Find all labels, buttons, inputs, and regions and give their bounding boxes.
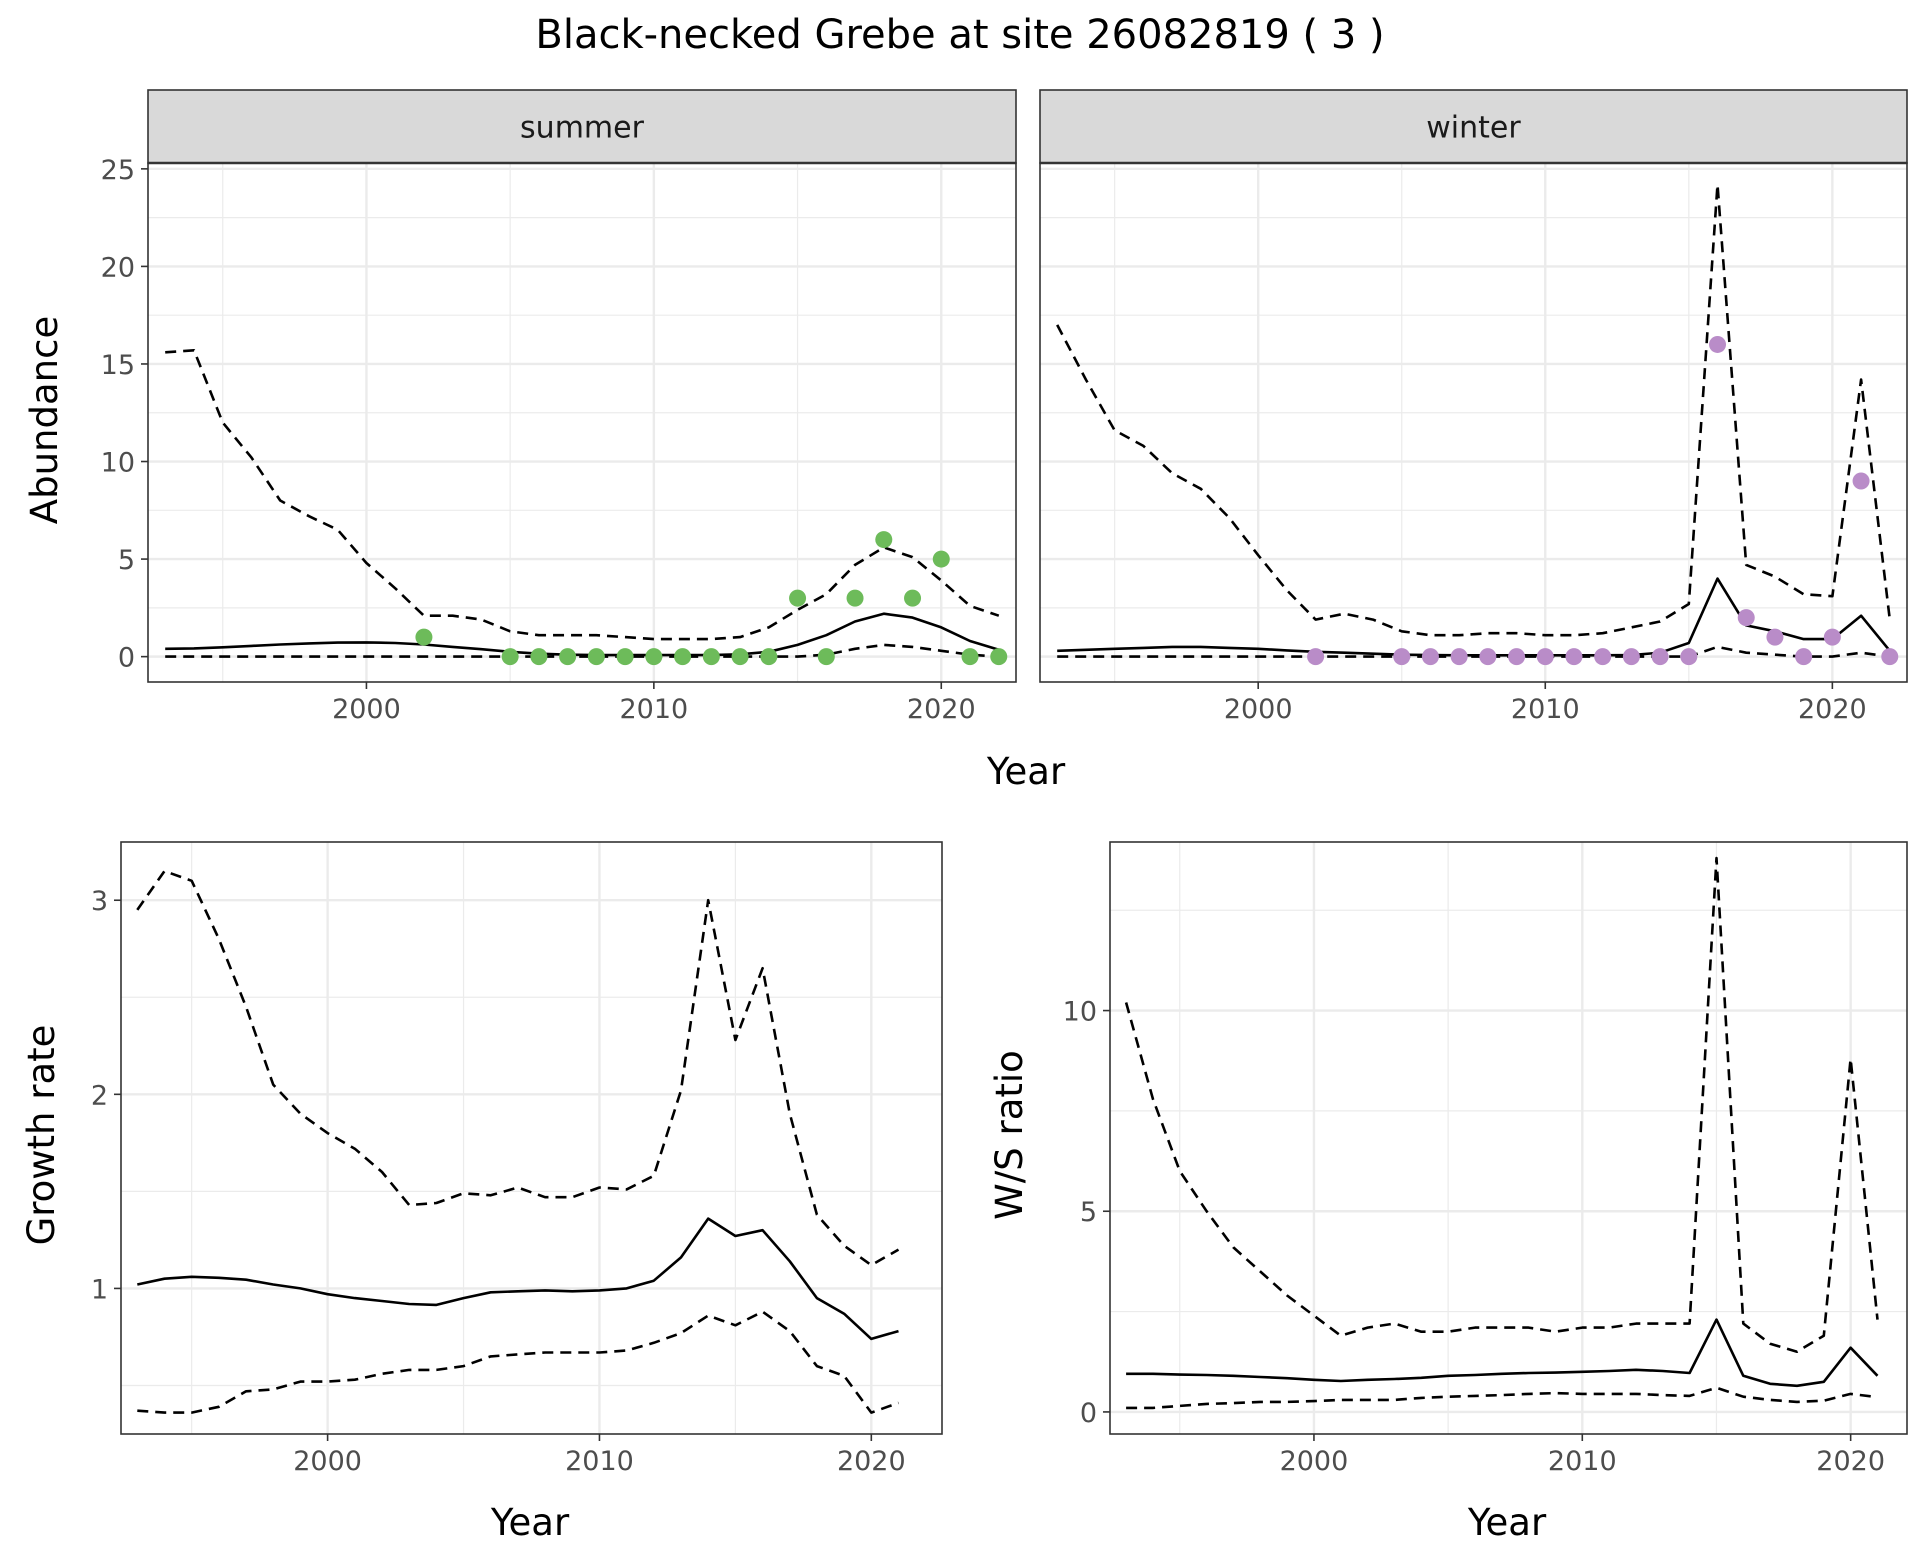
observed-point bbox=[904, 589, 922, 607]
abundance-summer-panel: 2000 2010 2020 0 5 10 15 20 25 summer bbox=[101, 89, 1017, 725]
x-tick-label: 2020 bbox=[1816, 1446, 1885, 1477]
observed-point bbox=[559, 648, 577, 666]
observed-point bbox=[645, 648, 663, 666]
growth-rate-y-axis-title: Growth rate bbox=[20, 1025, 63, 1246]
y-tick-label: 2 bbox=[91, 1080, 108, 1111]
observed-point bbox=[1393, 648, 1411, 666]
estimate-line bbox=[165, 612, 1000, 657]
x-tick-label: 2020 bbox=[907, 694, 976, 725]
observed-point bbox=[875, 531, 893, 549]
observed-point bbox=[1536, 648, 1554, 666]
y-tick-label: 15 bbox=[101, 350, 135, 381]
observed-point bbox=[1823, 628, 1841, 646]
observed-point bbox=[990, 648, 1008, 666]
estimate-line bbox=[1057, 577, 1891, 657]
observed-point bbox=[702, 648, 720, 666]
observed-point bbox=[1594, 648, 1612, 666]
ws-ratio-panel: 2000 2010 2020 0 5 10 bbox=[1063, 841, 1908, 1477]
growth-rate-x-axis-title: Year bbox=[490, 1501, 570, 1544]
x-tick-label: 2010 bbox=[565, 1446, 634, 1477]
observed-point bbox=[530, 648, 548, 666]
lower-bound-line bbox=[137, 1310, 899, 1414]
upper-bound-line bbox=[1056, 183, 1892, 637]
x-tick-label: 2000 bbox=[1224, 694, 1293, 725]
facet-strip-label: winter bbox=[1426, 111, 1521, 146]
observed-point bbox=[846, 589, 864, 607]
y-tick-label: 0 bbox=[1080, 1398, 1097, 1429]
panel-background bbox=[121, 842, 942, 1434]
upper-bound-line bbox=[136, 869, 900, 1267]
x-tick-label: 2000 bbox=[293, 1446, 362, 1477]
observed-point bbox=[1795, 648, 1813, 666]
ws-ratio-y-axis-title: W/S ratio bbox=[988, 1050, 1031, 1220]
y-tick-label: 5 bbox=[118, 545, 135, 576]
estimate-line bbox=[137, 1217, 899, 1341]
observed-point bbox=[1766, 628, 1784, 646]
y-tick-label: 25 bbox=[101, 155, 135, 186]
observed-point bbox=[415, 628, 433, 646]
observed-point bbox=[616, 648, 634, 666]
panel-background bbox=[1040, 163, 1907, 682]
x-tick-label: 2000 bbox=[1280, 1446, 1349, 1477]
observed-point bbox=[1508, 648, 1526, 666]
estimate-line bbox=[1126, 1318, 1879, 1388]
lower-bound-line bbox=[165, 643, 999, 658]
observed-point bbox=[501, 648, 519, 666]
observed-point bbox=[1680, 648, 1698, 666]
observed-point bbox=[760, 648, 778, 666]
x-tick-label: 2010 bbox=[1548, 1446, 1617, 1477]
y-tick-label: 20 bbox=[101, 252, 135, 283]
observed-point bbox=[1479, 648, 1497, 666]
abundance-winter-panel: 2000 2010 2020 winter bbox=[1039, 89, 1908, 725]
observed-point bbox=[932, 550, 950, 568]
observed-point bbox=[1565, 648, 1583, 666]
observed-point bbox=[961, 648, 979, 666]
observed-point bbox=[789, 589, 807, 607]
panel-background bbox=[1110, 842, 1907, 1434]
observed-point bbox=[1450, 648, 1468, 666]
abundance-x-axis-title: Year bbox=[986, 750, 1066, 793]
observed-point bbox=[1622, 648, 1640, 666]
x-tick-label: 2010 bbox=[619, 694, 688, 725]
facet-strip bbox=[1039, 89, 1908, 164]
y-tick-label: 0 bbox=[118, 643, 135, 674]
observed-point bbox=[674, 648, 692, 666]
chart-title: Black-necked Grebe at site 26082819 ( 3 … bbox=[535, 12, 1384, 58]
x-tick-label: 2000 bbox=[332, 694, 401, 725]
growth-rate-panel: 2000 2010 2020 1 2 3 bbox=[91, 841, 943, 1477]
panel-border bbox=[1109, 841, 1908, 1435]
y-tick-label: 3 bbox=[91, 886, 108, 917]
observed-point bbox=[1421, 648, 1439, 666]
observed-point bbox=[1852, 472, 1870, 490]
upper-bound-line bbox=[1124, 856, 1879, 1353]
x-tick-label: 2010 bbox=[1511, 694, 1580, 725]
y-tick-label: 5 bbox=[1080, 1197, 1097, 1228]
facet-strip-label: summer bbox=[520, 111, 645, 146]
panel-border bbox=[120, 841, 943, 1435]
y-tick-label: 10 bbox=[1063, 997, 1097, 1028]
upper-bound-line bbox=[165, 348, 1000, 641]
panel-background bbox=[148, 163, 1016, 682]
observed-point bbox=[731, 648, 749, 666]
observed-point bbox=[817, 648, 835, 666]
observed-point bbox=[1307, 648, 1325, 666]
y-tick-label: 1 bbox=[91, 1274, 108, 1305]
observed-point bbox=[587, 648, 605, 666]
y-tick-label: 10 bbox=[101, 448, 135, 479]
observed-point bbox=[1651, 648, 1669, 666]
ws-ratio-x-axis-title: Year bbox=[1467, 1501, 1547, 1544]
observed-point bbox=[1709, 335, 1727, 353]
observed-point bbox=[1881, 648, 1899, 666]
abundance-y-axis-title: Abundance bbox=[23, 316, 66, 524]
x-tick-label: 2020 bbox=[1798, 694, 1867, 725]
observed-point bbox=[1737, 609, 1755, 627]
x-tick-label: 2020 bbox=[837, 1446, 906, 1477]
